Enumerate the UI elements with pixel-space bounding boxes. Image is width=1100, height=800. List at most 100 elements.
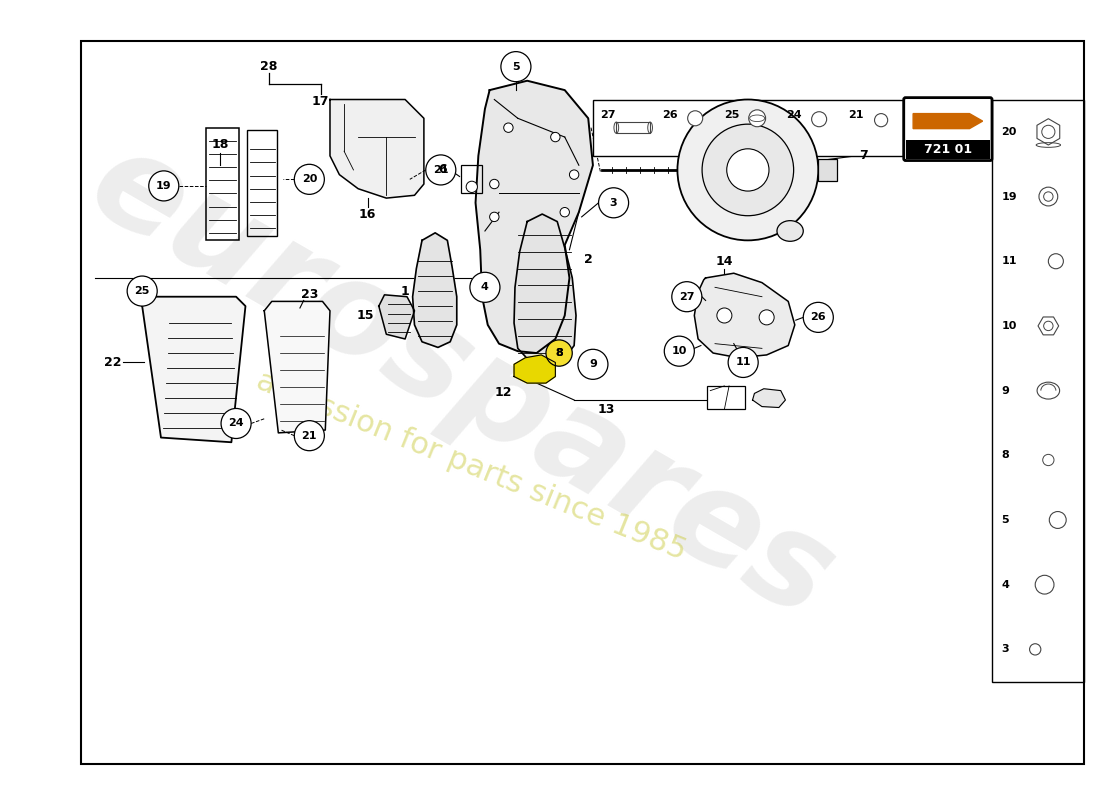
Text: 4: 4 [1001, 580, 1010, 590]
Circle shape [466, 182, 477, 193]
Circle shape [546, 340, 572, 366]
Text: 18: 18 [211, 138, 229, 151]
Circle shape [570, 170, 579, 179]
Text: 9: 9 [588, 359, 597, 370]
Text: 8: 8 [1001, 450, 1009, 460]
Circle shape [295, 421, 324, 450]
Text: 21: 21 [848, 110, 864, 119]
Text: 721 01: 721 01 [924, 142, 972, 156]
Text: 11: 11 [1001, 256, 1016, 266]
Bar [818, 158, 837, 182]
Text: 21: 21 [301, 430, 317, 441]
FancyBboxPatch shape [904, 98, 992, 161]
Polygon shape [264, 302, 330, 433]
Text: 21: 21 [433, 165, 449, 175]
Circle shape [874, 114, 888, 126]
Circle shape [1044, 192, 1053, 202]
Text: 3: 3 [1001, 644, 1009, 654]
Text: 25: 25 [725, 110, 740, 119]
Bar [992, 99, 1084, 682]
Circle shape [1048, 254, 1064, 269]
Circle shape [1042, 126, 1055, 138]
Text: 27: 27 [679, 292, 694, 302]
Text: 27: 27 [601, 110, 616, 119]
Polygon shape [752, 389, 785, 407]
FancyArrow shape [913, 114, 982, 129]
Text: 8: 8 [556, 348, 563, 358]
Text: 24: 24 [229, 418, 244, 429]
Bar [248, 130, 277, 236]
Ellipse shape [777, 221, 803, 242]
Text: 15: 15 [356, 309, 374, 322]
Polygon shape [514, 214, 576, 364]
Circle shape [1030, 644, 1041, 655]
Circle shape [148, 171, 179, 201]
Text: 14: 14 [716, 254, 733, 267]
Bar [707, 386, 745, 410]
Text: 13: 13 [597, 403, 615, 416]
Circle shape [678, 99, 818, 240]
Text: 4: 4 [481, 282, 488, 292]
Text: 5: 5 [513, 62, 519, 72]
Circle shape [470, 272, 500, 302]
Circle shape [759, 310, 774, 325]
Bar [616, 122, 650, 134]
Polygon shape [412, 233, 456, 347]
Circle shape [672, 282, 702, 312]
Circle shape [728, 347, 758, 378]
Text: 24: 24 [786, 110, 802, 119]
Circle shape [1044, 322, 1053, 330]
Polygon shape [514, 355, 556, 383]
Polygon shape [378, 295, 415, 339]
Circle shape [578, 350, 608, 379]
Text: 20: 20 [1001, 127, 1016, 137]
Circle shape [128, 276, 157, 306]
Text: 7: 7 [859, 150, 868, 162]
Circle shape [598, 188, 628, 218]
Polygon shape [142, 297, 245, 442]
Text: 6: 6 [439, 163, 447, 177]
Circle shape [1035, 575, 1054, 594]
Bar [462, 166, 482, 194]
Text: 26: 26 [662, 110, 678, 119]
Text: 23: 23 [300, 288, 318, 302]
Text: 11: 11 [736, 358, 751, 367]
Circle shape [727, 149, 769, 191]
Circle shape [1040, 187, 1058, 206]
Text: 25: 25 [134, 286, 150, 296]
Text: eurospares: eurospares [68, 118, 855, 645]
Text: 8: 8 [556, 348, 563, 358]
Circle shape [1049, 511, 1066, 529]
Text: a passion for parts since 1985: a passion for parts since 1985 [252, 366, 690, 566]
Text: 3: 3 [609, 198, 617, 208]
Circle shape [426, 155, 455, 185]
Text: 19: 19 [1001, 191, 1018, 202]
Text: 20: 20 [301, 174, 317, 184]
Text: 26: 26 [811, 312, 826, 322]
Text: 10: 10 [672, 346, 688, 356]
Circle shape [717, 308, 732, 323]
Text: 19: 19 [156, 181, 172, 191]
Circle shape [500, 52, 531, 82]
Bar [593, 99, 903, 156]
Text: 16: 16 [359, 207, 376, 221]
Circle shape [560, 207, 570, 217]
Text: 17: 17 [311, 95, 329, 108]
Text: 12: 12 [495, 386, 513, 399]
Text: 10: 10 [1001, 321, 1016, 331]
Circle shape [812, 112, 826, 126]
Bar [206, 128, 239, 240]
Circle shape [803, 302, 834, 332]
Circle shape [221, 409, 251, 438]
Circle shape [749, 110, 766, 126]
Circle shape [490, 179, 499, 189]
Text: 28: 28 [261, 60, 277, 73]
Circle shape [702, 124, 793, 216]
Circle shape [688, 110, 703, 126]
Polygon shape [475, 81, 593, 353]
Circle shape [664, 336, 694, 366]
Polygon shape [330, 99, 424, 198]
Bar [905, 140, 990, 158]
Circle shape [504, 123, 513, 132]
Text: 5: 5 [1001, 515, 1009, 525]
